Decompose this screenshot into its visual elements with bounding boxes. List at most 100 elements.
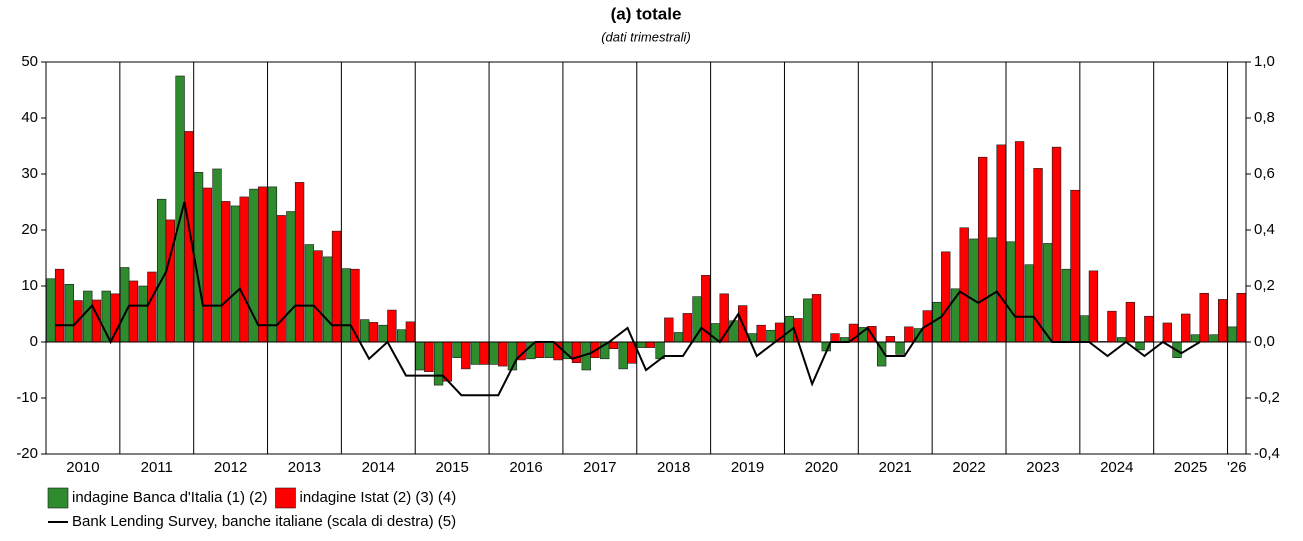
bar <box>498 341 508 367</box>
y2-tick-label: 0,0 <box>1254 333 1275 350</box>
legend-label: indagine Banca d'Italia (1) (2) <box>72 489 267 506</box>
bar <box>184 131 194 343</box>
bar <box>221 201 231 343</box>
bar <box>313 250 323 343</box>
bar <box>120 267 130 343</box>
bar <box>470 341 481 365</box>
bar <box>1135 341 1145 351</box>
bar <box>267 186 278 343</box>
bar <box>64 284 74 343</box>
y-tick-label: 20 <box>21 221 38 238</box>
x-tick-label: 2016 <box>509 459 542 476</box>
bar <box>544 341 554 358</box>
bar <box>128 280 139 343</box>
bar <box>452 341 462 358</box>
x-tick-label: 2018 <box>657 459 690 476</box>
bar <box>996 144 1006 343</box>
x-tick-label: 2011 <box>141 459 173 476</box>
bar <box>1116 337 1127 343</box>
legend-label: Bank Lending Survey, banche italiane (sc… <box>72 513 456 530</box>
bar <box>230 205 241 343</box>
bar <box>258 186 268 343</box>
y2-tick-label: 0,2 <box>1254 277 1275 294</box>
bar <box>959 227 969 343</box>
y2-tick-label: 0,8 <box>1254 109 1275 126</box>
bar <box>202 187 212 343</box>
bar <box>978 156 988 343</box>
bar <box>636 341 647 348</box>
plot-frame <box>45 61 1247 455</box>
bar <box>803 298 813 343</box>
x-tick-label: 2019 <box>731 459 764 476</box>
bar <box>1051 146 1062 343</box>
x-tick-label: 2024 <box>1100 459 1133 476</box>
x-tick-label: 2014 <box>362 459 395 476</box>
bar <box>1043 243 1053 343</box>
bar <box>304 244 314 343</box>
bar <box>138 285 148 343</box>
bar <box>294 182 305 343</box>
bar <box>165 219 176 343</box>
bar <box>1199 292 1209 343</box>
line <box>55 201 1201 397</box>
legend-swatch <box>47 487 69 509</box>
bar <box>618 341 628 370</box>
bar <box>1014 141 1025 343</box>
bar <box>415 341 425 371</box>
bar <box>1033 168 1043 343</box>
bar <box>1107 310 1117 343</box>
bar <box>368 322 379 343</box>
bar <box>1162 322 1172 343</box>
bar <box>664 317 674 343</box>
bar <box>1190 334 1201 343</box>
bar <box>360 319 370 343</box>
bar <box>323 256 333 343</box>
bar <box>1218 299 1228 343</box>
bar <box>1070 189 1080 343</box>
bar <box>433 341 444 386</box>
bar <box>608 341 619 350</box>
bar <box>766 329 776 343</box>
x-tick-label: 2023 <box>1026 459 1059 476</box>
bar <box>249 188 259 343</box>
x-tick-label: 2020 <box>805 459 838 476</box>
bar <box>885 336 896 343</box>
bar <box>193 172 204 343</box>
y2-tick-label: -0,4 <box>1254 445 1280 462</box>
y-tick-label: 50 <box>21 53 38 70</box>
bar <box>756 324 766 343</box>
bar <box>1006 241 1016 343</box>
bar <box>1181 313 1191 343</box>
y-tick-label: -10 <box>16 389 38 406</box>
bar <box>461 341 471 370</box>
y-tick-label: 10 <box>21 277 38 294</box>
bar <box>54 268 65 343</box>
bar <box>239 196 249 343</box>
bar <box>442 341 452 382</box>
bar <box>830 333 840 343</box>
y2-tick-label: 1,0 <box>1254 53 1275 70</box>
bar <box>156 198 167 343</box>
bar <box>1088 270 1099 343</box>
x-tick-label: 2012 <box>214 459 247 476</box>
bar <box>534 341 545 358</box>
bar <box>1061 268 1071 343</box>
x-tick-label: 2010 <box>66 459 99 476</box>
chart-subtitle: (dati trimestrali) <box>601 29 691 44</box>
bar <box>571 341 582 364</box>
bar <box>147 271 157 343</box>
x-tick-label: 2025 <box>1174 459 1207 476</box>
bar <box>378 324 388 343</box>
bar <box>286 211 296 343</box>
bar <box>387 309 397 343</box>
bar <box>673 332 684 343</box>
x-tick-label: 2013 <box>288 459 321 476</box>
y2-tick-label: -0,2 <box>1254 389 1280 406</box>
bar <box>1144 315 1154 343</box>
chart-title: (a) totale <box>611 4 682 23</box>
bar <box>1209 334 1219 343</box>
bar <box>479 341 489 365</box>
x-tick-label: 2021 <box>879 459 912 476</box>
